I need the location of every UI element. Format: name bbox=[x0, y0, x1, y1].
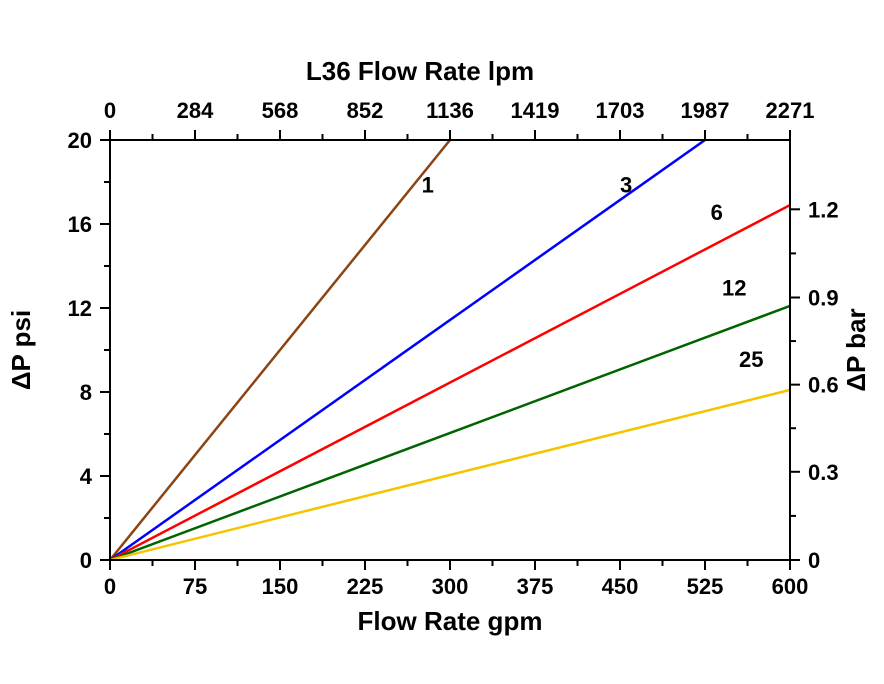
x-bottom-tick-label: 0 bbox=[104, 574, 116, 599]
y-right-tick-label: 0.3 bbox=[808, 460, 839, 485]
x-top-tick-label: 1419 bbox=[511, 98, 560, 123]
x-top-tick-label: 2271 bbox=[766, 98, 815, 123]
x-top-tick-label: 284 bbox=[177, 98, 214, 123]
y-axis-label-left: ΔP psi bbox=[6, 310, 36, 390]
x-bottom-tick-label: 150 bbox=[262, 574, 299, 599]
y-left-tick-label: 0 bbox=[80, 548, 92, 573]
x-bottom-tick-label: 525 bbox=[687, 574, 724, 599]
y-right-tick-label: 0 bbox=[808, 548, 820, 573]
x-top-tick-label: 852 bbox=[347, 98, 384, 123]
x-bottom-tick-label: 375 bbox=[517, 574, 554, 599]
series-label-3: 3 bbox=[620, 173, 632, 198]
y-left-tick-label: 12 bbox=[68, 296, 92, 321]
chart-title-top: L36 Flow Rate lpm bbox=[306, 56, 534, 86]
x-bottom-tick-label: 225 bbox=[347, 574, 384, 599]
x-axis-label-bottom: Flow Rate gpm bbox=[358, 606, 543, 636]
x-top-tick-label: 0 bbox=[104, 98, 116, 123]
x-top-tick-label: 1987 bbox=[681, 98, 730, 123]
series-label-12: 12 bbox=[722, 275, 746, 300]
y-right-tick-label: 0.6 bbox=[808, 373, 839, 398]
series-label-1: 1 bbox=[422, 173, 434, 198]
y-right-tick-label: 0.9 bbox=[808, 286, 839, 311]
y-right-tick-label: 1.2 bbox=[808, 197, 839, 222]
y-axis-label-right: ΔP bar bbox=[841, 308, 871, 391]
series-label-25: 25 bbox=[739, 347, 763, 372]
x-bottom-tick-label: 300 bbox=[432, 574, 469, 599]
y-left-tick-label: 4 bbox=[80, 464, 93, 489]
x-bottom-tick-label: 600 bbox=[772, 574, 809, 599]
y-left-tick-label: 16 bbox=[68, 212, 92, 237]
y-left-tick-label: 8 bbox=[80, 380, 92, 405]
x-top-tick-label: 1703 bbox=[596, 98, 645, 123]
x-bottom-tick-label: 450 bbox=[602, 574, 639, 599]
pressure-flow-chart: 1361225007528415056822585230011363751419… bbox=[0, 0, 884, 684]
x-top-tick-label: 1136 bbox=[426, 98, 474, 123]
x-bottom-tick-label: 75 bbox=[183, 574, 207, 599]
y-left-tick-label: 20 bbox=[68, 128, 92, 153]
series-label-6: 6 bbox=[711, 200, 723, 225]
x-top-tick-label: 568 bbox=[262, 98, 299, 123]
